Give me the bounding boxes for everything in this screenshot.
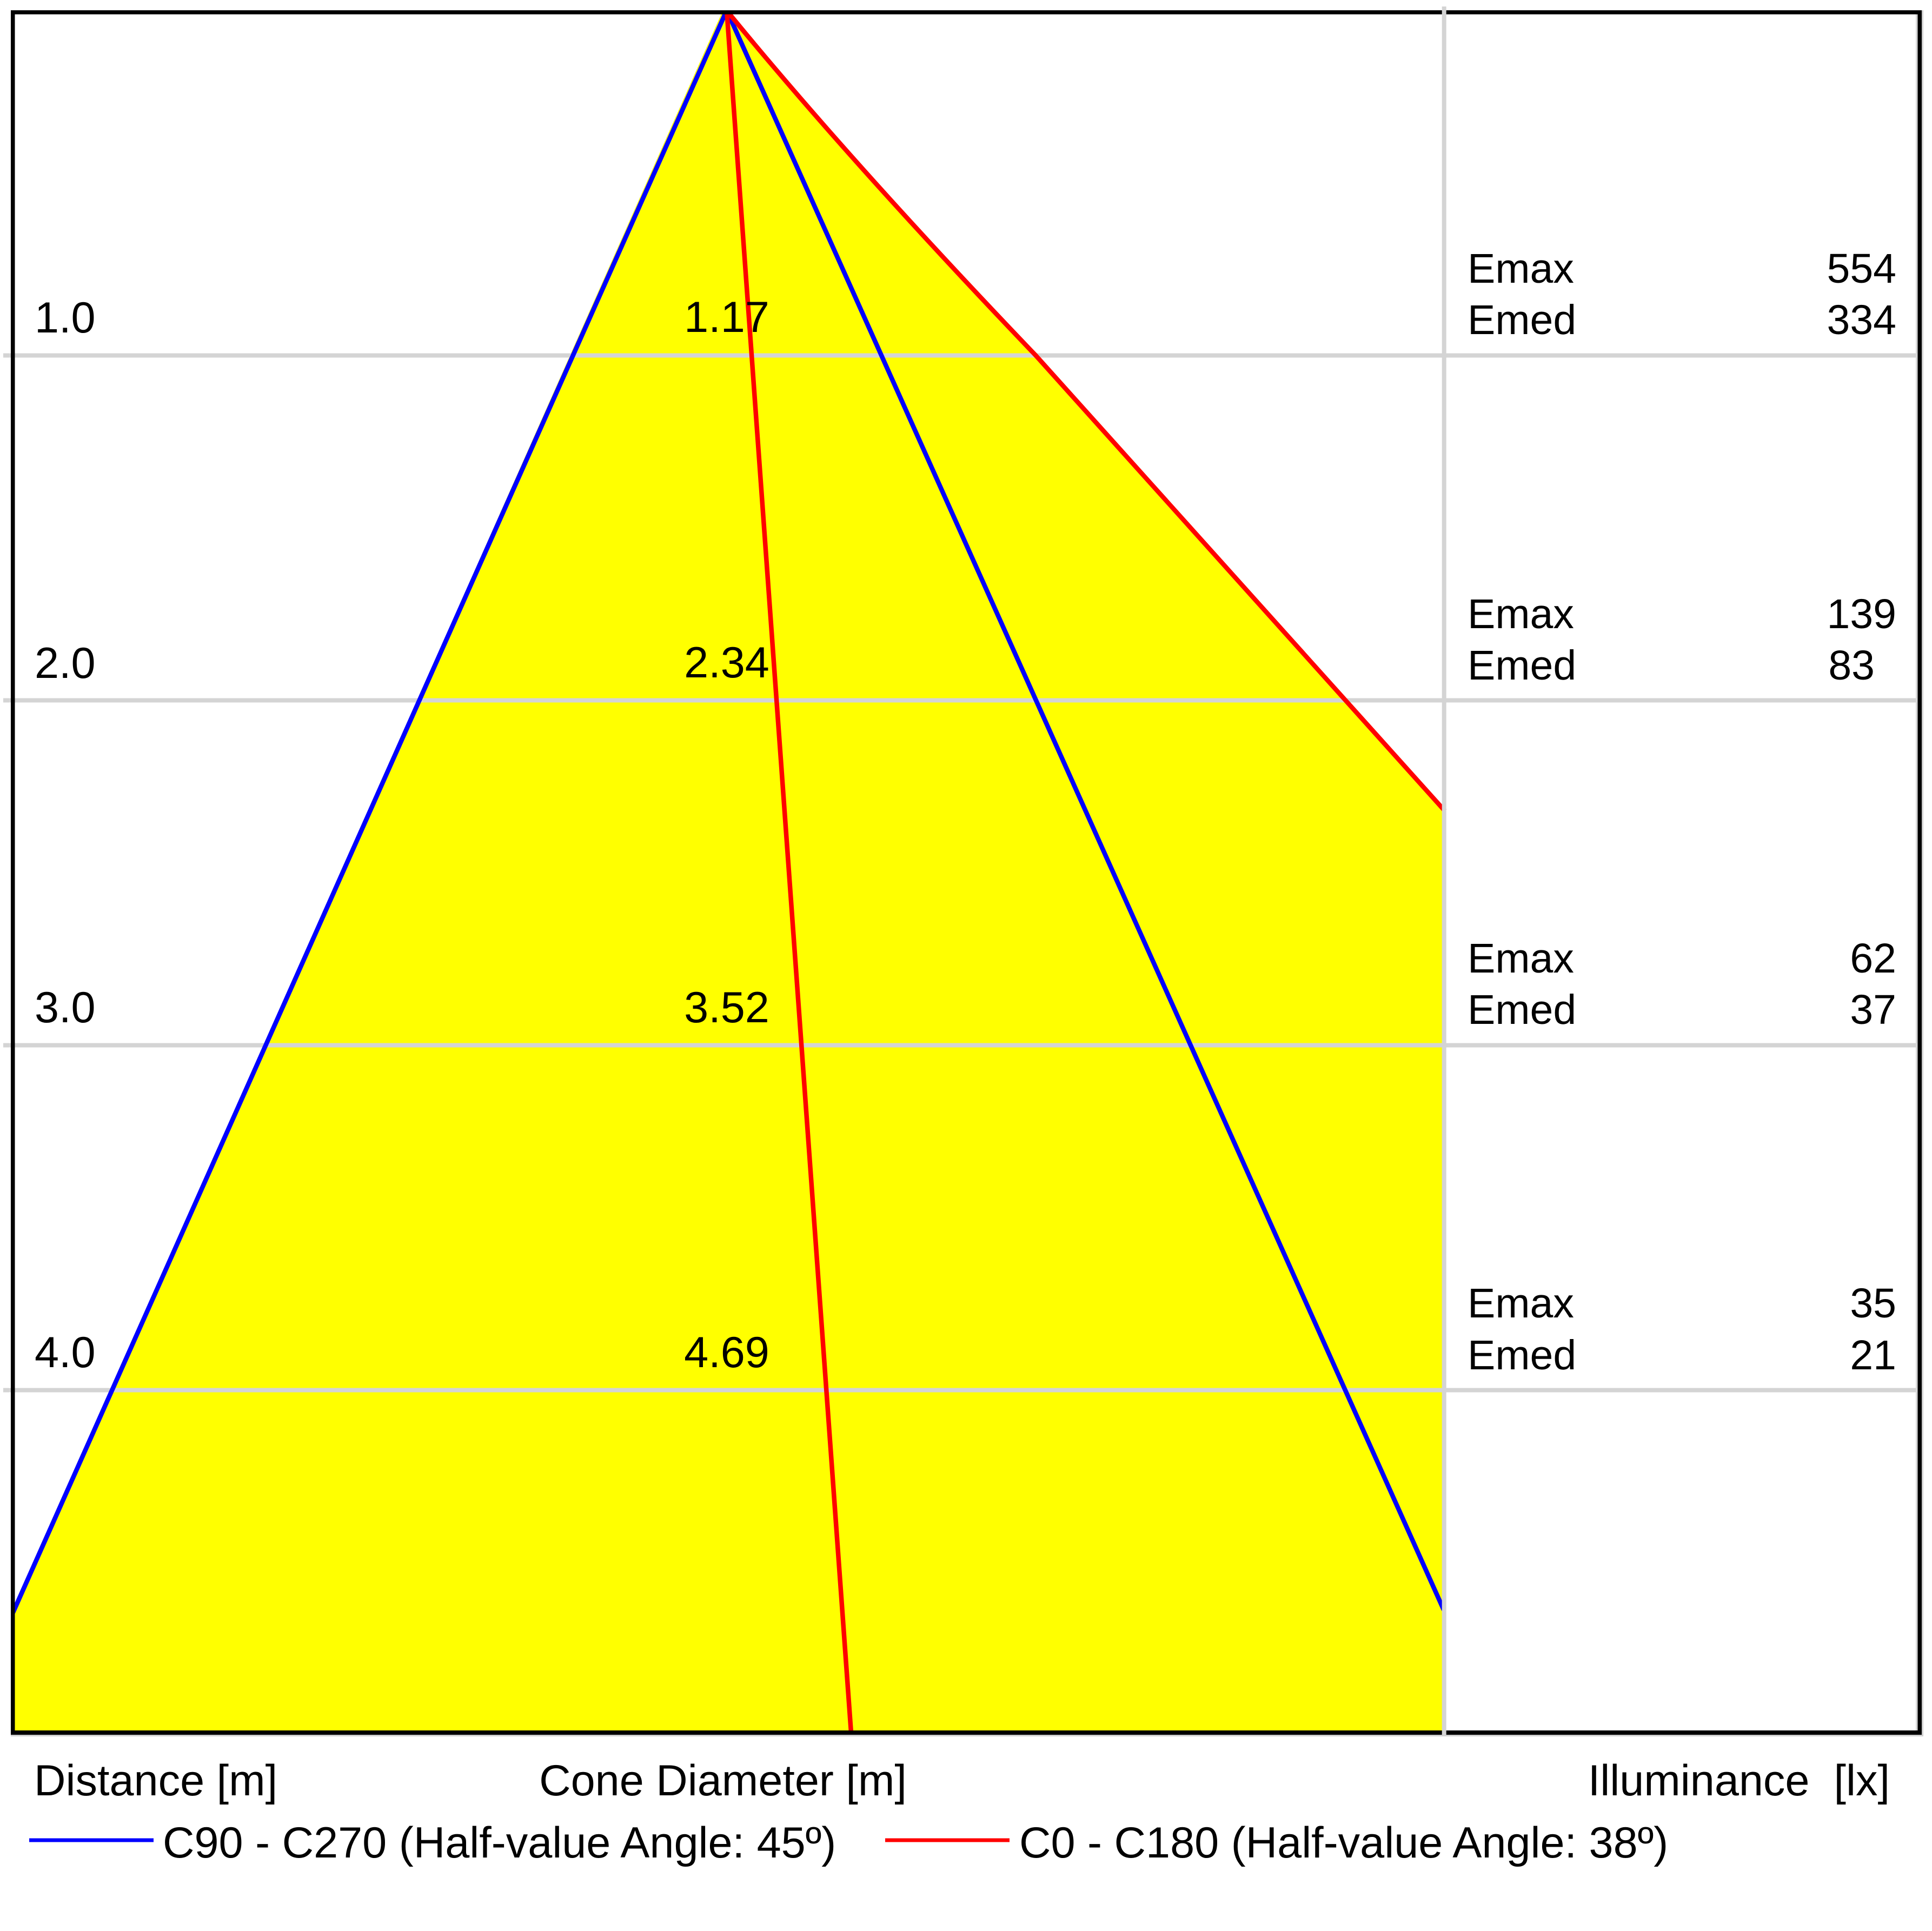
svg-text:2.34: 2.34 [684, 638, 769, 687]
svg-text:554: 554 [1827, 245, 1896, 292]
svg-text:2.0: 2.0 [35, 639, 96, 688]
svg-text:62: 62 [1850, 935, 1896, 982]
svg-text:21: 21 [1850, 1332, 1896, 1379]
svg-text:4.69: 4.69 [684, 1328, 769, 1377]
svg-text:139: 139 [1827, 591, 1896, 637]
svg-text:1.17: 1.17 [684, 293, 769, 342]
svg-text:Emed: Emed [1468, 642, 1576, 689]
svg-text:C0 - C180 (Half-value Angle: 3: C0 - C180 (Half-value Angle: 38º) [1019, 1819, 1668, 1867]
svg-text:37: 37 [1850, 987, 1896, 1033]
svg-text:Emed: Emed [1468, 1332, 1576, 1379]
svg-text:35: 35 [1850, 1280, 1896, 1327]
svg-text:Emed: Emed [1468, 987, 1576, 1033]
svg-text:Illuminance [lx]: Illuminance [lx] [1588, 1756, 1890, 1805]
svg-text:83: 83 [1828, 642, 1875, 689]
svg-text:3.0: 3.0 [35, 983, 96, 1032]
svg-text:C90 - C270 (Half-value Angle:: C90 - C270 (Half-value Angle: 45º) [163, 1819, 836, 1867]
svg-text:Emax: Emax [1468, 935, 1574, 982]
svg-text:3.52: 3.52 [684, 983, 769, 1032]
svg-text:Cone Diameter [m]: Cone Diameter [m] [539, 1756, 907, 1805]
svg-text:Emax: Emax [1468, 245, 1574, 292]
svg-text:Emax: Emax [1468, 591, 1574, 637]
svg-text:Emax: Emax [1468, 1280, 1574, 1327]
svg-text:4.0: 4.0 [35, 1328, 96, 1377]
svg-text:Emed: Emed [1468, 297, 1576, 343]
svg-text:Distance [m]: Distance [m] [34, 1756, 277, 1805]
svg-text:334: 334 [1827, 297, 1896, 343]
svg-text:1.0: 1.0 [35, 294, 96, 342]
